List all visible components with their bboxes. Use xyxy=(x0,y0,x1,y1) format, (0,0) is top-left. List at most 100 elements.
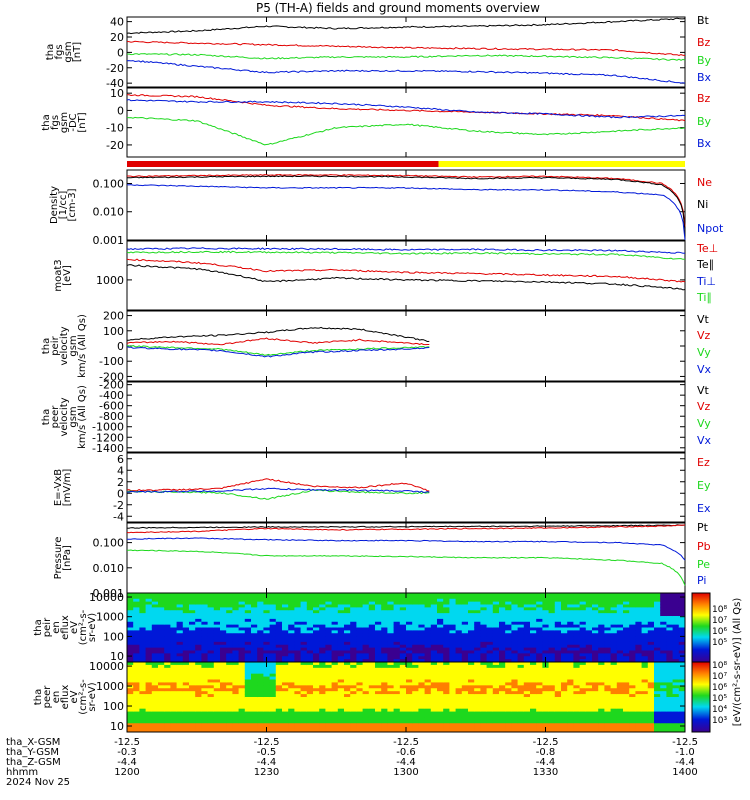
heatmap-cell xyxy=(288,650,295,654)
heatmap-cell xyxy=(654,598,661,603)
heatmap-cell xyxy=(629,726,636,730)
heatmap-cell xyxy=(592,641,599,646)
heatmap-cell xyxy=(430,624,438,628)
heatmap-cell xyxy=(629,598,636,603)
heatmap-cell xyxy=(499,610,506,614)
heatmap-cell xyxy=(238,697,246,701)
heatmap-cell xyxy=(666,670,673,675)
heatmap-cell xyxy=(269,667,277,672)
heatmap-cell xyxy=(387,659,394,663)
heatmap-cell xyxy=(393,662,401,666)
heatmap-cell xyxy=(468,641,475,646)
heatmap-cell xyxy=(387,653,394,657)
heatmap-cell xyxy=(344,717,351,721)
heatmap-cell xyxy=(592,618,599,623)
heatmap-cell xyxy=(133,682,140,686)
heatmap-cell xyxy=(623,662,630,666)
heatmap-cell xyxy=(492,601,500,605)
heatmap-cell xyxy=(244,720,252,724)
heatmap-cell xyxy=(133,636,140,640)
heatmap-cell xyxy=(350,694,357,698)
heatmap-cell xyxy=(561,618,568,623)
heatmap-cell xyxy=(678,688,686,692)
colorbar-tick: 10⁷ xyxy=(712,616,727,626)
heatmap-cell xyxy=(387,662,394,666)
heatmap-cell xyxy=(678,723,686,727)
heatmap-cell xyxy=(542,598,549,603)
heatmap-cell xyxy=(461,705,469,710)
heatmap-cell xyxy=(654,624,661,628)
heatmap-cell xyxy=(331,627,339,631)
heatmap-cell xyxy=(499,691,506,695)
heatmap-cell xyxy=(647,613,655,617)
heatmap-cell xyxy=(480,621,487,626)
heatmap-cell xyxy=(201,685,208,689)
heatmap-cell xyxy=(288,627,295,631)
heatmap-cell xyxy=(232,688,239,692)
heatmap-cell xyxy=(616,601,624,605)
heatmap-cell xyxy=(430,679,438,683)
heatmap-cell xyxy=(158,613,165,617)
heatmap-cell xyxy=(201,627,208,631)
heatmap-cell xyxy=(139,659,146,663)
heatmap-cell xyxy=(523,601,531,605)
heatmap-cell xyxy=(629,691,636,695)
heatmap-cell xyxy=(207,685,215,689)
heatmap-cell xyxy=(641,627,649,631)
heatmap-cell xyxy=(362,601,370,605)
heatmap-cell xyxy=(579,714,587,718)
heatmap-cell xyxy=(133,598,140,603)
heatmap-cell xyxy=(623,653,630,657)
heatmap-cell xyxy=(623,708,630,712)
heatmap-cell xyxy=(275,705,283,710)
heatmap-cell xyxy=(604,636,611,640)
heatmap-cell xyxy=(585,613,593,617)
heatmap-cell xyxy=(585,670,593,675)
y-tick-label: 10 xyxy=(110,87,124,100)
heatmap-cell xyxy=(474,664,481,669)
heatmap-cell xyxy=(592,627,599,631)
heatmap-cell xyxy=(517,702,525,707)
heatmap-cell xyxy=(387,685,394,689)
heatmap-cell xyxy=(145,667,153,672)
heatmap-cell xyxy=(375,729,382,733)
heatmap-cell xyxy=(331,676,339,680)
heatmap-cell xyxy=(511,610,518,614)
heatmap-cell xyxy=(598,610,605,614)
heatmap-cell xyxy=(542,644,549,649)
heatmap-cell xyxy=(672,633,680,637)
heatmap-cell xyxy=(269,604,277,608)
heatmap-cell xyxy=(362,682,370,686)
heatmap-cell xyxy=(145,598,153,603)
heatmap-cell xyxy=(635,664,642,669)
heatmap-cell xyxy=(375,633,382,637)
heatmap-cell xyxy=(164,653,171,657)
heatmap-cell xyxy=(424,673,432,677)
heatmap-cell xyxy=(145,641,153,646)
heatmap-cell xyxy=(213,621,221,626)
y-tick-label: 0 xyxy=(117,104,124,117)
heatmap-cell xyxy=(666,650,673,654)
heatmap-cell xyxy=(505,601,512,605)
heatmap-cell xyxy=(350,662,357,666)
heatmap-cell xyxy=(164,636,171,640)
heatmap-cell xyxy=(610,708,618,712)
heatmap-cell xyxy=(368,627,376,631)
heatmap-cell xyxy=(561,729,568,733)
y-tick-label: 2 xyxy=(117,476,124,489)
heatmap-cell xyxy=(176,697,184,701)
heatmap-cell xyxy=(530,667,537,672)
heatmap-cell xyxy=(362,604,370,608)
heatmap-cell xyxy=(604,647,611,651)
heatmap-cell xyxy=(672,598,680,603)
heatmap-cell xyxy=(530,676,537,680)
heatmap-cell xyxy=(127,664,134,669)
heatmap-cell xyxy=(282,702,289,707)
heatmap-cell xyxy=(654,673,661,677)
heatmap-cell xyxy=(517,699,525,704)
heatmap-cell xyxy=(337,604,345,608)
heatmap-cell xyxy=(313,616,320,620)
heatmap-cell xyxy=(158,673,165,677)
heatmap-cell xyxy=(443,650,450,654)
heatmap-cell xyxy=(641,697,649,701)
